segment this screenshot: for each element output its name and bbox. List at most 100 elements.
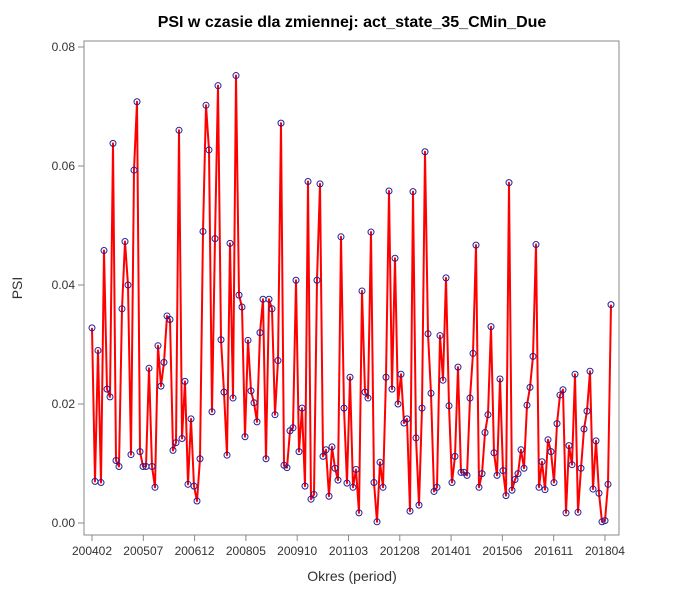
psi-data-point [253, 418, 261, 426]
psi-data-point [100, 246, 108, 254]
psi-data-point [478, 470, 486, 478]
psi-data-point [154, 342, 162, 350]
psi-data-point [550, 479, 558, 487]
psi-data-point [358, 287, 366, 295]
psi-data-point [577, 464, 585, 472]
psi-data-point [340, 404, 348, 412]
psi-data-point [397, 370, 405, 378]
psi-data-point [271, 411, 279, 419]
y-tick-label: 0.02 [52, 397, 76, 411]
psi-data-point [421, 148, 429, 156]
psi-data-point [535, 483, 543, 491]
psi-data-point [304, 177, 312, 185]
psi-data-point [355, 509, 363, 517]
psi-data-point [217, 336, 225, 344]
y-tick-label: 0.06 [52, 159, 76, 173]
psi-data-point [118, 305, 126, 313]
psi-data-point [532, 241, 540, 249]
x-tick-label: 201103 [329, 544, 368, 558]
psi-data-point [202, 101, 210, 109]
psi-data-point [181, 377, 189, 385]
psi-data-point [415, 501, 423, 509]
psi-data-point [454, 363, 462, 371]
psi-data-point [607, 301, 615, 309]
psi-data-point [106, 393, 114, 401]
psi-data-point [97, 479, 105, 487]
psi-data-point [145, 364, 153, 372]
psi-data-point [589, 485, 597, 493]
psi-data-point [508, 486, 516, 494]
y-axis-label: PSI [9, 277, 25, 300]
psi-data-point [331, 464, 339, 472]
psi-data-point [382, 373, 390, 381]
psi-data-point [262, 455, 270, 463]
psi-data-point [517, 446, 525, 454]
y-tick-label: 0.08 [52, 40, 76, 54]
psi-data-point [190, 482, 198, 490]
x-tick-label: 200910 [277, 544, 317, 558]
x-axis: 200402 200507 200612 200805 200910 201103 2012… [72, 535, 625, 558]
x-tick-label: 200805 [226, 544, 266, 558]
psi-data-point [361, 388, 369, 396]
psi-data-point [127, 451, 135, 459]
psi-data-point [232, 72, 240, 80]
psi-data-point [370, 479, 378, 487]
psi-data-point [403, 415, 411, 423]
psi-data-point [343, 479, 351, 487]
psi-data-point [571, 370, 579, 378]
psi-data-point [214, 82, 222, 90]
psi-data-point [337, 233, 345, 241]
psi-data-point [319, 452, 327, 460]
psi-data-point [115, 462, 123, 470]
psi-data-point [463, 471, 471, 479]
psi-data-point [94, 346, 102, 354]
psi-data-point [418, 404, 426, 412]
psi-data-point [316, 180, 324, 188]
psi-data-point [565, 442, 573, 450]
psi-data-point [595, 489, 603, 497]
psi-data-point [313, 276, 321, 284]
psi-data-point [241, 433, 249, 441]
psi-data-point [469, 349, 477, 357]
psi-data-point [187, 415, 195, 423]
psi-data-point [325, 492, 333, 500]
psi-data-point [406, 507, 414, 515]
psi-data-point [139, 462, 147, 470]
psi-data-point [151, 483, 159, 491]
y-axis: 0.00 0.02 0.04 0.06 0.08 [52, 40, 84, 530]
psi-data-point [301, 482, 309, 490]
chart-title: PSI w czasie dla zmiennej: act_state_35_… [158, 14, 547, 31]
psi-data-point [112, 457, 120, 465]
psi-data-point [121, 238, 129, 246]
psi-data-point [169, 446, 177, 454]
psi-data-point [334, 476, 342, 484]
psi-series-line-group [91, 74, 612, 523]
psi-data-point [196, 455, 204, 463]
psi-data-point [274, 357, 282, 365]
psi-data-point [481, 429, 489, 437]
psi-data-point [238, 303, 246, 311]
psi-data-point [295, 448, 303, 456]
psi-data-point [385, 187, 393, 195]
psi-data-point [322, 446, 330, 454]
psi-data-point [499, 467, 507, 475]
psi-data-point [352, 465, 360, 473]
psi-data-point [391, 254, 399, 262]
x-tick-label: 201804 [585, 544, 625, 558]
x-axis-label: Okres (period) [307, 568, 396, 584]
psi-data-point [289, 424, 297, 432]
psi-data-point [268, 305, 276, 313]
psi-data-point [592, 437, 600, 445]
psi-data-point [283, 464, 291, 472]
psi-data-point [451, 452, 459, 460]
psi-data-point [160, 358, 168, 366]
psi-data-point [346, 373, 354, 381]
psi-data-point [148, 462, 156, 470]
psi-data-point [229, 394, 237, 402]
psi-data-point [520, 464, 528, 472]
psi-data-point [103, 385, 111, 393]
psi-data-point [175, 126, 183, 134]
psi-data-point [433, 483, 441, 491]
